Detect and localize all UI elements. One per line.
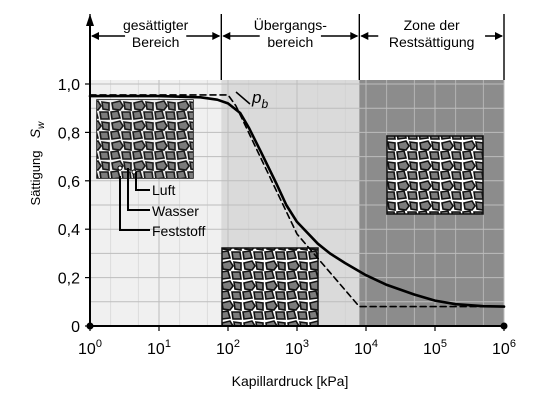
y-tick-label-2: 0,4	[58, 222, 80, 239]
y-tick-label-1: 0,2	[58, 271, 80, 288]
zone-label-1-0: Übergangs-	[254, 16, 327, 33]
zone-label-bg-2-1	[378, 34, 486, 50]
y-axis-title: Sättigung	[28, 151, 43, 206]
y-axis-symbol: Sw	[27, 121, 47, 138]
x-tick-labels: 100 101 102 103 104 105 106	[78, 326, 516, 358]
zone-label-bg-0-0	[109, 17, 202, 33]
zone-label-0-0: gesättigter	[123, 17, 189, 33]
soil-inset-transition	[221, 247, 319, 327]
zone-label-0-1: Bereich	[132, 34, 179, 50]
legend-feststoff: Feststoff	[152, 223, 206, 239]
pb-leader-line	[235, 91, 251, 105]
zone-label-2-0: Zone der	[404, 17, 460, 33]
zone-label-bg-1-0	[248, 17, 333, 33]
zone-arrow-left-1	[222, 32, 231, 40]
x-tick-label-2: 102	[216, 338, 240, 358]
zone-arrow-right-2	[495, 32, 503, 40]
x-tick-label-5: 105	[423, 338, 447, 358]
series-group	[88, 94, 506, 308]
zone-arrow-left-2	[360, 32, 369, 40]
y-tick-label-0: 0	[71, 319, 80, 336]
zone-arrow-left-0	[91, 32, 99, 40]
x-tick-label-0: 100	[78, 338, 102, 358]
zone-label-bg-0-1	[125, 34, 187, 50]
legend-wasser: Wasser	[152, 203, 199, 219]
zone-label-bg-2-0	[397, 17, 467, 33]
y-tick-labels: 0 0,2 0,4 0,6 0,8 1,0	[58, 77, 90, 336]
zone-label-2-1: Restsättigung	[389, 34, 475, 50]
zone-arrow-right-1	[350, 32, 359, 40]
y-tick-label-3: 0,6	[58, 174, 80, 191]
y-tick-label-5: 1,0	[58, 77, 80, 94]
phase-legend: Luft Wasser Feststoff	[119, 168, 206, 239]
x-tick-label-1: 101	[147, 338, 171, 358]
series-line-solid	[88, 94, 506, 308]
x-tick-label-3: 103	[285, 338, 309, 358]
x-axis-title: Kapillardruck [kPa]	[232, 373, 349, 389]
series-line-dashed	[89, 94, 505, 308]
x-tick-label-4: 104	[354, 338, 378, 358]
x-tick-label-6: 106	[492, 338, 516, 358]
zone-label-bg-1-1	[259, 34, 321, 50]
y-tick-label-4: 0,8	[58, 125, 80, 142]
soil-inset-saturated	[96, 99, 194, 179]
zone-arrow-right-0	[212, 32, 221, 40]
zone-label-1-1: bereich	[267, 34, 313, 50]
soil-inset-residual	[386, 135, 484, 215]
legend-luft: Luft	[152, 182, 175, 198]
pb-label: pb	[251, 88, 268, 111]
